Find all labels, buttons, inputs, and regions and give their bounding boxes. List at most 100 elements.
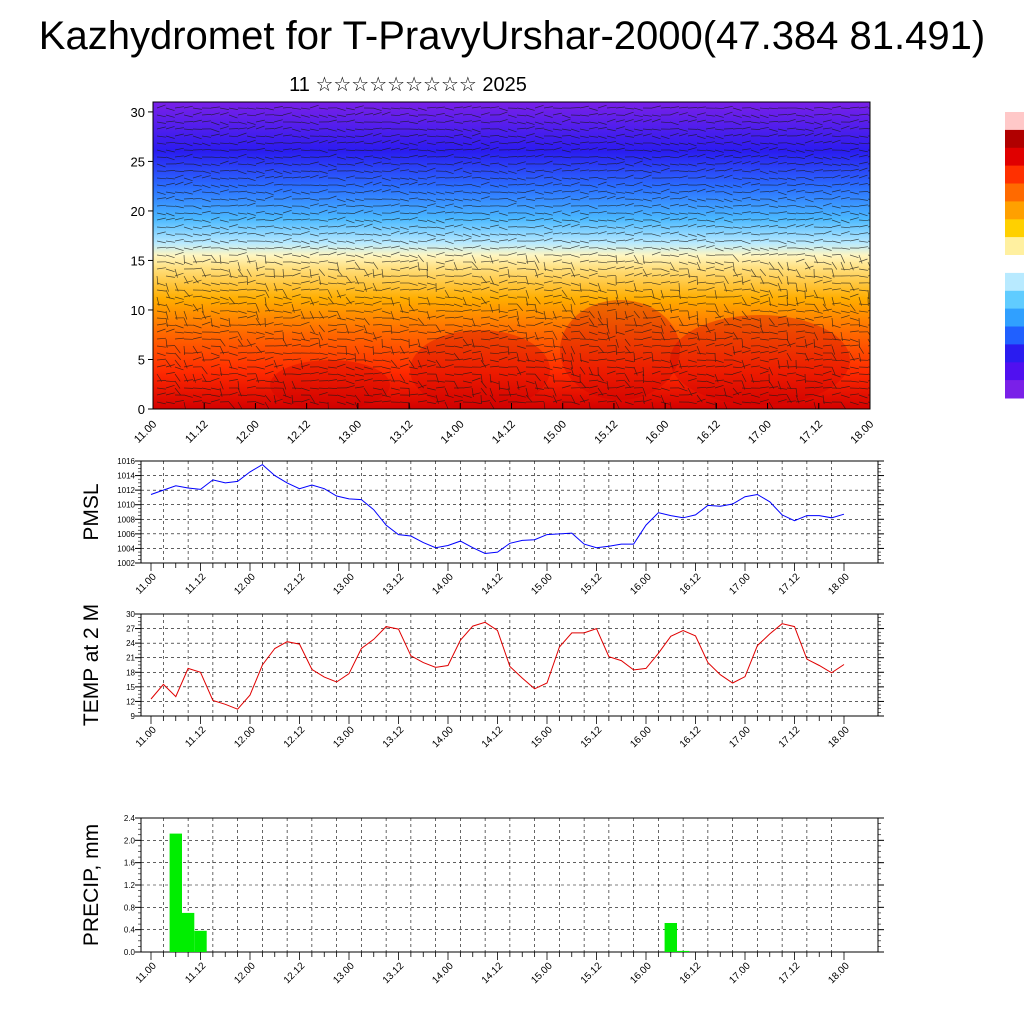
wind-barb [534, 135, 544, 139]
wind-barb [363, 245, 373, 249]
wind-barb [795, 142, 805, 146]
wind-barb [390, 387, 400, 391]
wind-barb [759, 261, 769, 265]
wind-barb [804, 261, 811, 270]
wind-barb [588, 391, 598, 396]
wind-barb [552, 168, 562, 172]
colorbar-swatch [1005, 272, 1024, 292]
wind-barb [210, 240, 220, 244]
wind-barb [480, 181, 490, 186]
wind-barb [543, 359, 554, 361]
wind-barb [579, 177, 589, 181]
wind-barb [633, 366, 638, 376]
wind-barb [201, 198, 211, 202]
wind-barb [768, 261, 775, 270]
wind-barb [651, 149, 661, 153]
wind-barb [705, 121, 715, 124]
wind-barb [696, 398, 706, 403]
wind-barb [237, 112, 247, 116]
wind-barb [534, 111, 544, 116]
wind-barb [210, 191, 220, 195]
wind-barb [534, 174, 544, 179]
wind-barb [831, 233, 841, 237]
wind-barb [705, 310, 716, 313]
wind-barb [561, 184, 571, 187]
wind-barb [795, 156, 805, 159]
wind-barb [786, 184, 797, 186]
wind-barb [399, 351, 409, 354]
wind-barb [282, 205, 292, 209]
wind-barb [777, 322, 787, 326]
wind-barb [597, 231, 607, 235]
wind-barb [201, 114, 212, 116]
wind-barb [255, 119, 265, 123]
wind-barb [849, 142, 859, 146]
wind-barb [822, 280, 832, 284]
wind-barb [615, 119, 625, 123]
wind-barb [705, 135, 715, 139]
wind-barb [606, 380, 609, 390]
wind-barb [408, 289, 419, 291]
wind-barb [435, 359, 442, 368]
wind-barb [165, 120, 175, 123]
wind-barb [363, 324, 368, 334]
wind-barb [651, 310, 662, 312]
wind-barb [498, 212, 508, 216]
wind-barb [624, 314, 634, 319]
wind-barb [408, 212, 419, 215]
wind-barb [660, 359, 670, 363]
wind-barb [300, 296, 310, 299]
wind-barb [615, 203, 625, 207]
wind-barb [426, 128, 436, 131]
wind-barb [687, 378, 697, 382]
wind-barb [507, 156, 518, 158]
wind-barb [390, 324, 393, 335]
wind-barb [228, 114, 238, 119]
wind-barb [759, 114, 769, 119]
wind-barb [597, 121, 607, 125]
wind-barb [480, 196, 490, 200]
wind-barb [264, 394, 271, 403]
wind-barb [642, 366, 645, 377]
wind-barb [579, 310, 589, 313]
wind-barb [453, 112, 463, 116]
wind-barb [426, 310, 431, 320]
wind-barb [723, 310, 733, 314]
wind-barb [579, 282, 582, 292]
wind-barb [714, 401, 717, 409]
wind-barb [777, 197, 787, 200]
wind-barb [228, 239, 238, 242]
wind-barb [570, 198, 580, 201]
wind-barb [273, 254, 283, 259]
wind-barb [759, 247, 769, 251]
wind-barb [282, 134, 292, 137]
wind-barb [399, 156, 410, 159]
wind-barb [516, 401, 527, 404]
wind-barb [741, 401, 752, 404]
wind-barb [210, 128, 220, 133]
wind-barb [651, 315, 661, 319]
wind-barb [606, 128, 616, 132]
wind-barb [345, 198, 355, 202]
wind-barb [462, 296, 467, 306]
wind-barb [858, 212, 868, 217]
wind-barb [642, 321, 652, 326]
wind-barb [192, 307, 202, 312]
wind-barb [777, 399, 787, 403]
wind-barb [318, 387, 329, 390]
wind-barb [804, 162, 814, 165]
wind-barb [696, 162, 706, 165]
wind-barb [588, 169, 599, 172]
wind-barb [588, 282, 598, 287]
wind-barb [561, 142, 571, 146]
wind-barb [156, 126, 166, 130]
wind-barb [444, 259, 454, 263]
pmsl-y-tick-label: 1012 [117, 486, 135, 495]
wind-barb [597, 196, 607, 200]
wind-barb [831, 163, 841, 166]
wind-barb [705, 401, 715, 405]
wind-barb [471, 191, 481, 194]
pmsl-x-tick-label: 17.12 [777, 571, 803, 597]
wind-barb [858, 289, 868, 292]
wind-barb [534, 387, 544, 390]
